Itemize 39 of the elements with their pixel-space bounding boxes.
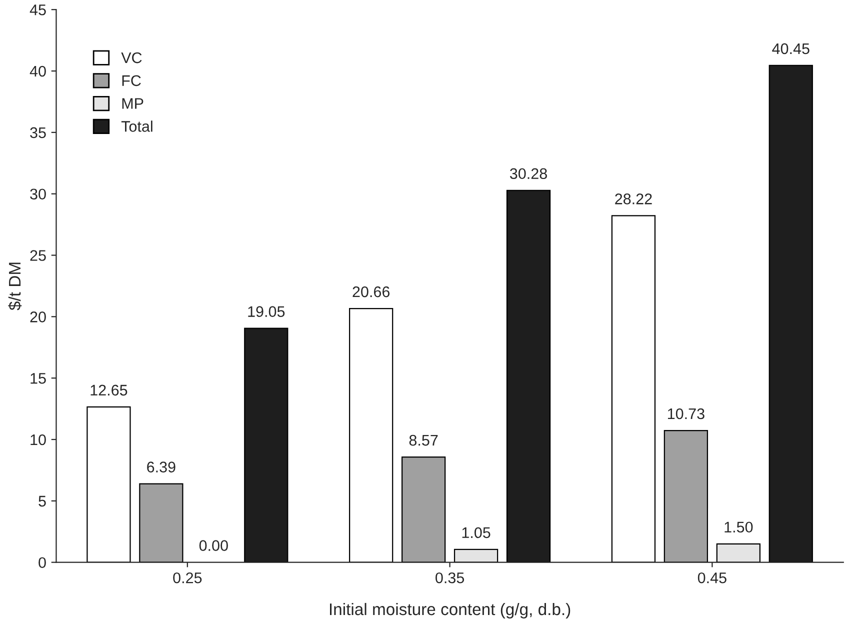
legend-label: VC [121,52,142,64]
x-tick-label: 0.35 [436,572,464,584]
bar [139,483,184,562]
text: 40.45 [772,43,810,54]
text: 28.22 [615,194,652,204]
y-tick-label: 40 [30,66,46,77]
legend-label: Total [121,120,152,132]
bar [716,543,760,562]
y-tick-label: 10 [30,434,46,446]
text: 6.39 [147,462,176,472]
bar [401,456,446,562]
x-tick-label: 0.45 [698,572,726,584]
text: 0.00 [199,540,228,551]
y-axis-title: $/t DM [8,262,22,310]
bar [611,215,656,562]
x-axis-title: Initial moisture content (g/g, d.b.) [330,602,570,618]
bar [86,406,131,562]
bar [349,308,394,562]
legend-label: FC [122,75,141,86]
text: 12.65 [90,384,128,396]
text: 8.57 [409,434,438,446]
y-tick-label: 45 [30,4,46,16]
y-tick-label: 20 [30,312,46,322]
text: 10.73 [668,408,704,420]
y-tick-label: 5 [38,496,46,507]
x-tick-label: 0.25 [173,572,202,584]
text: 30.28 [510,168,547,180]
text: 20.66 [352,286,390,298]
text: 1.50 [724,522,753,533]
y-tick-label: 15 [30,373,46,384]
bar [664,430,708,562]
text: 19.05 [248,306,285,317]
y-tick-label: 30 [30,188,46,200]
y-tick-label: 0 [38,557,46,568]
y-tick-label: 35 [30,127,46,138]
legend-label: MP [122,98,144,109]
bar [454,548,498,562]
y-tick-label: 25 [30,250,46,261]
text: 1.05 [462,527,490,538]
